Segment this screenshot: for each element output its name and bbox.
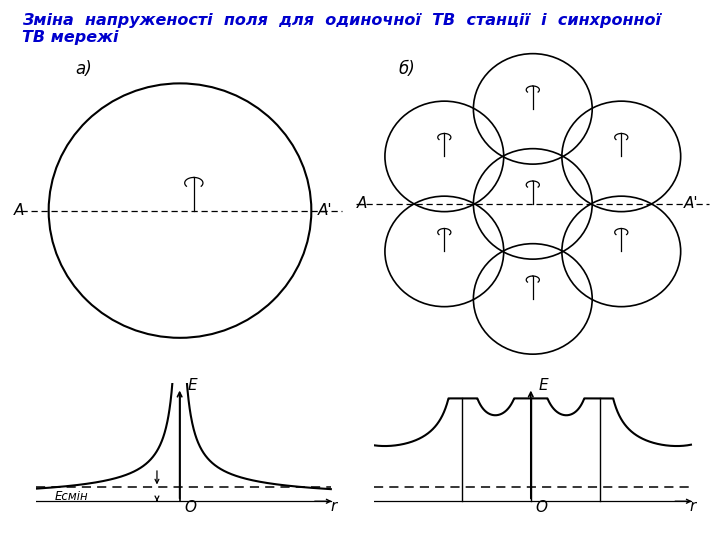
Text: Зміна  напруженості  поля  для  одиночної  ТВ  станції  і  синхронної: Зміна напруженості поля для одиночної ТВ… (22, 14, 661, 29)
Text: A: A (14, 203, 24, 218)
Text: а): а) (75, 60, 91, 78)
Text: Есмін: Есмін (55, 490, 89, 503)
Text: A': A' (318, 203, 333, 218)
Text: r: r (330, 499, 337, 514)
Text: O: O (535, 500, 547, 515)
Text: ТВ мережі: ТВ мережі (22, 30, 118, 45)
Text: A: A (356, 197, 366, 211)
Text: E: E (539, 378, 548, 393)
Text: б): б) (398, 60, 415, 78)
Text: r: r (689, 499, 696, 514)
Text: A': A' (684, 197, 698, 211)
Text: E: E (187, 378, 197, 393)
Text: O: O (184, 500, 196, 515)
